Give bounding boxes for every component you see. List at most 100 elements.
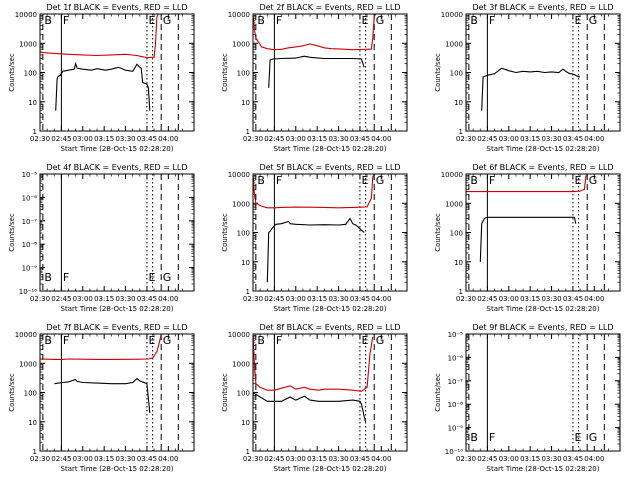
x-tick-label: 02:45 [51, 455, 71, 463]
x-tick-label: 02:30 [243, 135, 263, 143]
marker-label: E [574, 14, 581, 27]
marker-label: F [276, 174, 282, 187]
x-tick-label: 03:15 [94, 455, 114, 463]
x-tick-label: 03:45 [350, 135, 370, 143]
y-tick-label: 1000 [232, 200, 250, 208]
y-tick-label: 10 [241, 99, 250, 107]
x-tick-label: 03:00 [286, 295, 306, 303]
x-axis-label: Start Time (28-Oct-15 02:28:20) [61, 145, 174, 153]
plot-frame [252, 173, 408, 292]
marker-label: B [470, 14, 478, 27]
plot-frame [39, 13, 195, 132]
x-tick-label: 02:45 [264, 455, 284, 463]
y-tick-label: 10000 [228, 331, 250, 339]
y-tick-label: 10⁻⁷ [22, 218, 38, 226]
series-line-lld [40, 14, 159, 59]
x-tick-label: 03:30 [541, 295, 561, 303]
detector-panel-9: Det 9f BLACK = Events, RED = LLD Counts/s… [434, 323, 621, 473]
x-tick-label: 03:45 [350, 455, 370, 463]
series-line-lld [466, 174, 588, 193]
x-tick-label: 04:00 [584, 455, 604, 463]
marker-label: B [44, 271, 52, 284]
x-axis-label: Start Time (28-Oct-15 02:28:20) [61, 305, 174, 313]
y-tick-label: 10⁻⁸ [22, 241, 38, 249]
marker-label: E [574, 431, 581, 444]
x-tick-label: 03:45 [350, 295, 370, 303]
series-line-events [54, 377, 151, 413]
x-tick-label: 03:30 [115, 295, 135, 303]
x-axis-label: Start Time (28-Oct-15 02:28:20) [274, 145, 387, 153]
x-tick-label: 02:30 [30, 455, 50, 463]
y-axis-label: Counts/sec [8, 373, 16, 412]
marker-label: E [148, 14, 155, 27]
detector-panel-4: Det 4f BLACK = Events, RED = LLD Counts/s… [8, 163, 195, 313]
marker-label: F [489, 431, 495, 444]
x-tick-label: 03:30 [328, 455, 348, 463]
detector-panel-2: Det 2f BLACK = Events, RED = LLD Counts/s… [221, 3, 408, 153]
y-tick-label: 10⁻⁶ [448, 354, 464, 362]
x-tick-label: 04:00 [158, 455, 178, 463]
series-line-lld [253, 174, 375, 209]
y-axis-label: Counts/sec [434, 213, 442, 252]
series-line-lld [253, 334, 374, 392]
x-tick-label: 03:45 [137, 295, 157, 303]
y-tick-label: 1 [459, 128, 463, 136]
x-tick-label: 02:45 [477, 135, 497, 143]
y-axis-label: Counts/sec [8, 213, 16, 252]
marker-label: G [376, 14, 385, 27]
y-tick-label: 10000 [15, 11, 37, 19]
x-tick-label: 03:15 [520, 135, 540, 143]
y-tick-label: 10⁻⁶ [22, 194, 38, 202]
x-axis-label: Start Time (28-Oct-15 02:28:20) [274, 465, 387, 473]
y-tick-label: 10 [241, 419, 250, 427]
y-tick-label: 10 [241, 259, 250, 267]
x-tick-label: 03:45 [563, 455, 583, 463]
plot-frame [39, 333, 195, 452]
x-tick-label: 03:30 [328, 135, 348, 143]
y-tick-label: 1000 [445, 40, 463, 48]
y-tick-label: 1 [246, 448, 250, 456]
x-tick-label: 03:30 [541, 455, 561, 463]
plot-title: Det 3f BLACK = Events, RED = LLD [472, 3, 613, 12]
y-tick-label: 10000 [15, 331, 37, 339]
y-tick-label: 1 [33, 128, 37, 136]
marker-label: G [376, 174, 385, 187]
y-tick-label: 10⁻⁷ [448, 378, 464, 386]
x-tick-label: 03:00 [73, 135, 93, 143]
plot-frame [39, 173, 195, 292]
x-tick-label: 03:15 [307, 135, 327, 143]
detector-panel-3: Det 3f BLACK = Events, RED = LLD Counts/s… [434, 3, 621, 153]
x-tick-label: 03:45 [137, 135, 157, 143]
y-axis-label: Counts/sec [434, 373, 442, 412]
x-tick-label: 03:00 [499, 135, 519, 143]
y-tick-label: 10000 [441, 171, 463, 179]
x-tick-label: 04:00 [371, 135, 391, 143]
y-tick-label: 10000 [441, 11, 463, 19]
plot-title: Det 9f BLACK = Events, RED = LLD [472, 323, 613, 332]
x-tick-label: 03:00 [499, 295, 519, 303]
y-axis-label: Counts/sec [221, 373, 229, 412]
x-tick-label: 03:30 [115, 135, 135, 143]
marker-label: B [44, 334, 52, 347]
marker-label: F [63, 14, 69, 27]
y-tick-label: 10⁻¹⁰ [445, 448, 463, 456]
x-tick-label: 03:00 [286, 135, 306, 143]
x-axis-label: Start Time (28-Oct-15 02:28:20) [487, 145, 600, 153]
x-tick-label: 03:00 [73, 295, 93, 303]
y-tick-label: 1000 [19, 40, 37, 48]
x-tick-label: 03:45 [563, 135, 583, 143]
x-tick-label: 03:45 [563, 295, 583, 303]
marker-label: F [489, 14, 495, 27]
marker-label: B [470, 174, 478, 187]
plot-frame [465, 173, 621, 292]
x-tick-label: 04:00 [371, 295, 391, 303]
series-line-lld [253, 14, 377, 51]
detector-panel-8: Det 8f BLACK = Events, RED = LLD Counts/s… [221, 323, 408, 473]
series-line-events [268, 55, 365, 88]
marker-label: G [163, 334, 172, 347]
x-tick-label: 03:15 [520, 295, 540, 303]
x-tick-label: 04:00 [371, 455, 391, 463]
y-tick-label: 10⁻¹⁰ [19, 288, 37, 296]
x-tick-label: 02:30 [456, 135, 476, 143]
